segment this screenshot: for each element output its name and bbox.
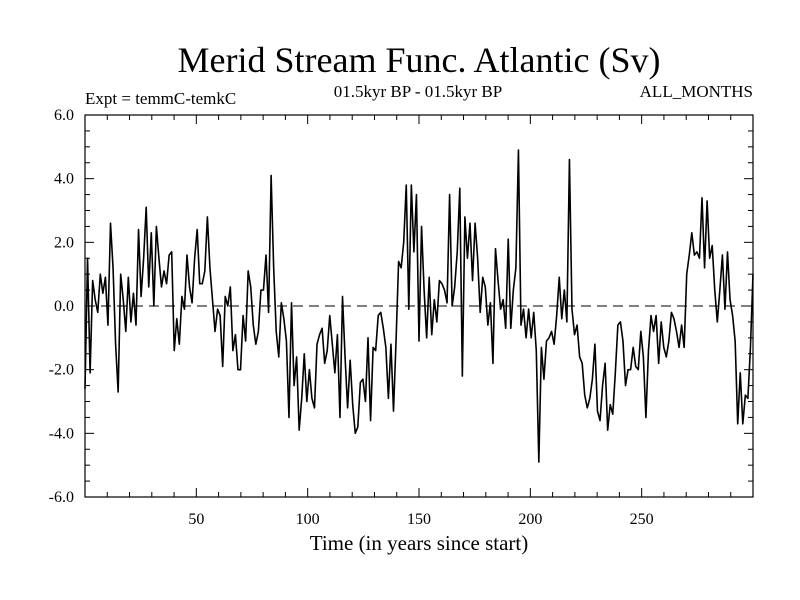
y-tick-label: 6.0 bbox=[54, 107, 74, 124]
x-tick-label: 50 bbox=[188, 511, 204, 528]
y-tick-label: -2.0 bbox=[49, 362, 74, 379]
x-tick-label: 250 bbox=[630, 511, 654, 528]
x-axis-ticks bbox=[106, 115, 732, 497]
expt-label: Expt = temmC-temkC bbox=[85, 89, 236, 108]
plot-frame bbox=[84, 114, 754, 498]
y-tick-label: -4.0 bbox=[49, 425, 74, 442]
y-axis-tick-labels: -6.0 -4.0 -2.0 0.0 2.0 4.0 6.0 bbox=[49, 107, 74, 506]
x-axis-label: Time (in years since start) bbox=[310, 531, 529, 555]
y-tick-label: -6.0 bbox=[49, 489, 74, 506]
chart-title: Merid Stream Func. Atlantic (Sv) bbox=[178, 40, 661, 80]
months-label: ALL_MONTHS bbox=[640, 82, 753, 101]
x-tick-label: 200 bbox=[518, 511, 542, 528]
x-tick-label: 100 bbox=[296, 511, 320, 528]
y-tick-label: 0.0 bbox=[54, 298, 74, 315]
series-line bbox=[84, 149, 754, 463]
period-label: 01.5kyr BP - 01.5kyr BP bbox=[334, 82, 502, 101]
y-tick-label: 2.0 bbox=[54, 234, 74, 251]
x-axis-tick-labels: 50 100 150 200 250 bbox=[188, 511, 653, 528]
x-tick-label: 150 bbox=[407, 511, 431, 528]
y-tick-label: 4.0 bbox=[54, 171, 74, 188]
